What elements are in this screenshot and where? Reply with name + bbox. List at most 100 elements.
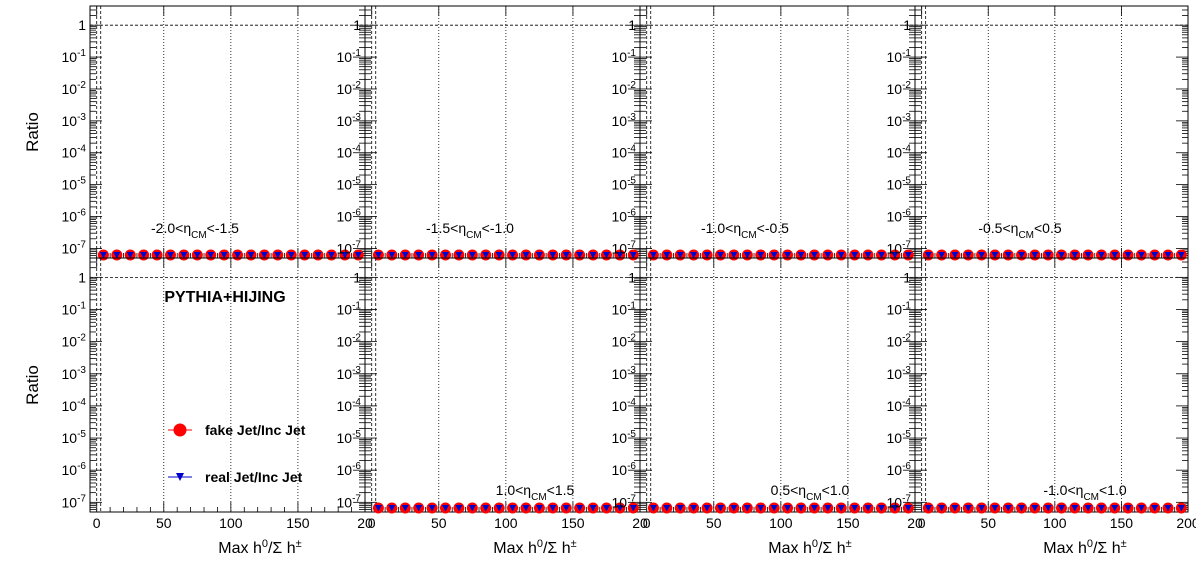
panel-label: 1.0<ηCM<1.5 bbox=[496, 482, 575, 503]
real-jet-point bbox=[401, 252, 409, 259]
panel-3: 1 10-1 10-2 10-3 10-4 10-5 10-6 10-7 -0.5<ηCM<0.… bbox=[887, 5, 1189, 261]
real-jet-point bbox=[441, 252, 449, 259]
y-tick-label: 10-6 bbox=[337, 461, 362, 478]
real-jet-point bbox=[140, 252, 148, 259]
real-jet-point bbox=[1057, 252, 1065, 259]
x-axis-title: Max h0/Σ h± bbox=[218, 538, 301, 557]
y-tick-label: 10-5 bbox=[612, 176, 637, 193]
real-jet-point bbox=[1097, 505, 1105, 512]
real-jet-point bbox=[797, 252, 805, 259]
y-tick-label: 10-6 bbox=[62, 461, 87, 478]
real-jet-point bbox=[938, 252, 946, 259]
real-jet-point bbox=[1137, 505, 1145, 512]
real-jet-point bbox=[924, 252, 932, 259]
real-jet-point bbox=[1071, 252, 1079, 259]
x-tick-label: 100 bbox=[494, 515, 518, 531]
panel-label: 0.5<ηCM<1.0 bbox=[771, 482, 850, 503]
legend-fake-label: fake Jet/Inc Jet bbox=[205, 422, 306, 438]
y-tick-label: 10-2 bbox=[337, 80, 362, 97]
real-jet-point bbox=[1111, 505, 1119, 512]
x-axis-title: Max h0/Σ h± bbox=[493, 538, 576, 557]
y-tick-label: 10-1 bbox=[612, 300, 637, 317]
real-jet-point bbox=[415, 252, 423, 259]
real-jet-point bbox=[851, 505, 859, 512]
y-tick-label: 1 bbox=[628, 269, 636, 285]
real-jet-point bbox=[341, 252, 349, 259]
real-jet-point bbox=[904, 505, 912, 512]
real-jet-point bbox=[938, 505, 946, 512]
y-tick-label: 10-4 bbox=[337, 144, 362, 161]
real-jet-point bbox=[1031, 505, 1039, 512]
real-jet-point bbox=[864, 505, 872, 512]
real-jet-point bbox=[824, 252, 832, 259]
panel-label: -1.0<ηCM<-0.5 bbox=[701, 220, 789, 241]
real-jet-point bbox=[837, 505, 845, 512]
y-tick-label: 10-3 bbox=[337, 112, 362, 129]
y-axis-title: Ratio bbox=[23, 112, 42, 152]
real-jet-point bbox=[1071, 505, 1079, 512]
y-tick-label: 10-5 bbox=[62, 176, 87, 193]
y-tick-label: 10-6 bbox=[612, 208, 637, 225]
real-jet-point bbox=[978, 505, 986, 512]
x-tick-label: 0 bbox=[93, 515, 101, 531]
real-jet-point bbox=[562, 505, 570, 512]
y-axis-title: Ratio bbox=[23, 365, 42, 405]
real-jet-point bbox=[415, 505, 423, 512]
y-tick-label: 10-3 bbox=[612, 365, 637, 382]
real-jet-point bbox=[207, 252, 215, 259]
real-jet-point bbox=[978, 252, 986, 259]
real-jet-point bbox=[602, 505, 610, 512]
real-jet-point bbox=[562, 252, 570, 259]
real-jet-point bbox=[891, 505, 899, 512]
real-jet-point bbox=[522, 505, 530, 512]
y-tick-label: 10-1 bbox=[612, 48, 637, 65]
x-tick-label: 50 bbox=[980, 515, 996, 531]
y-tick-label: 10-3 bbox=[887, 112, 912, 129]
real-jet-point bbox=[1097, 252, 1105, 259]
y-tick-label: 1 bbox=[628, 17, 636, 33]
y-tick-label: 10-5 bbox=[887, 176, 912, 193]
real-jet-point bbox=[690, 252, 698, 259]
real-jet-point bbox=[716, 505, 724, 512]
real-jet-point bbox=[703, 252, 711, 259]
y-tick-label: 10-1 bbox=[887, 300, 912, 317]
y-tick-label: 10-3 bbox=[887, 365, 912, 382]
real-jet-point bbox=[810, 505, 818, 512]
panel-0: 1 10-1 10-2 10-3 10-4 10-5 10-6 10-7 -2.0<ηCM<-1… bbox=[62, 5, 366, 261]
real-jet-point bbox=[1031, 252, 1039, 259]
real-jet-point bbox=[509, 252, 517, 259]
y-tick-label: 10-7 bbox=[887, 493, 912, 510]
real-jet-point bbox=[924, 505, 932, 512]
real-jet-point bbox=[663, 252, 671, 259]
real-jet-point bbox=[1044, 505, 1052, 512]
real-jet-point bbox=[374, 252, 382, 259]
real-jet-point bbox=[314, 252, 322, 259]
real-jet-point bbox=[1111, 252, 1119, 259]
real-jet-point bbox=[649, 505, 657, 512]
y-tick-label: 10-7 bbox=[612, 493, 637, 510]
real-jet-point bbox=[784, 505, 792, 512]
real-jet-point bbox=[247, 252, 255, 259]
x-tick-label: 150 bbox=[286, 515, 310, 531]
real-jet-point bbox=[455, 505, 463, 512]
real-jet-point bbox=[468, 252, 476, 259]
real-jet-point bbox=[1151, 505, 1159, 512]
y-tick-label: 10-4 bbox=[62, 144, 87, 161]
real-jet-point bbox=[428, 252, 436, 259]
y-tick-label: 1 bbox=[78, 17, 86, 33]
y-tick-label: 10-7 bbox=[62, 493, 87, 510]
real-jet-point bbox=[904, 252, 912, 259]
real-jet-point bbox=[482, 252, 490, 259]
real-jet-point bbox=[153, 252, 161, 259]
x-tick-label: 150 bbox=[561, 515, 585, 531]
real-jet-point bbox=[301, 252, 309, 259]
panel-label: -1.0<ηCM<1.0 bbox=[1043, 482, 1127, 503]
real-jet-point bbox=[455, 252, 463, 259]
real-jet-point bbox=[274, 252, 282, 259]
x-tick-label: 20 bbox=[907, 515, 923, 531]
y-tick-label: 1 bbox=[353, 269, 361, 285]
real-jet-point bbox=[388, 505, 396, 512]
real-jet-point bbox=[676, 505, 684, 512]
y-tick-label: 10-1 bbox=[887, 48, 912, 65]
y-tick-label: 10-3 bbox=[62, 365, 87, 382]
